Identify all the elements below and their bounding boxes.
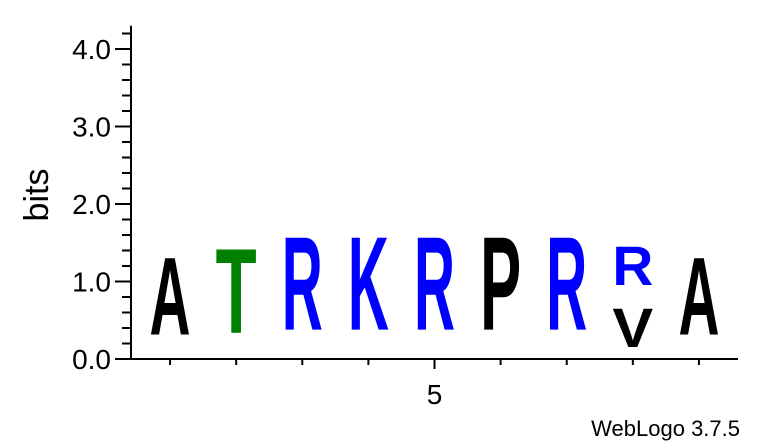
weblogo-credit: WebLogo 3.7.5 (591, 416, 740, 441)
logo-letter-r: R (612, 234, 653, 296)
logo-letter-k: K (348, 209, 389, 359)
y-axis-title: bits (18, 169, 56, 222)
y-tick-label: 2.0 (72, 189, 111, 220)
y-tick-label: 1.0 (72, 267, 111, 298)
logo-letter-r: R (282, 209, 323, 359)
logo-letter-a: A (678, 234, 719, 359)
logo-letter-a: A (150, 234, 191, 359)
logo-letter-r: R (414, 209, 455, 359)
y-tick-label: 4.0 (72, 34, 111, 65)
y-tick-label: 3.0 (72, 112, 111, 143)
logo-stacks: A T R K R P R VR A (150, 209, 720, 360)
logo-letter-t: T (216, 222, 257, 358)
logo-letter-v: V (612, 297, 653, 359)
logo-letter-r: R (546, 209, 587, 359)
x-axis: 5 (131, 359, 738, 410)
y-tick-label: 0.0 (72, 344, 111, 375)
y-axis: 0.0 1.0 2.0 3.0 4.0 (72, 26, 131, 375)
x-tick-label: 5 (427, 379, 443, 410)
logo-letter-p: P (480, 210, 521, 359)
